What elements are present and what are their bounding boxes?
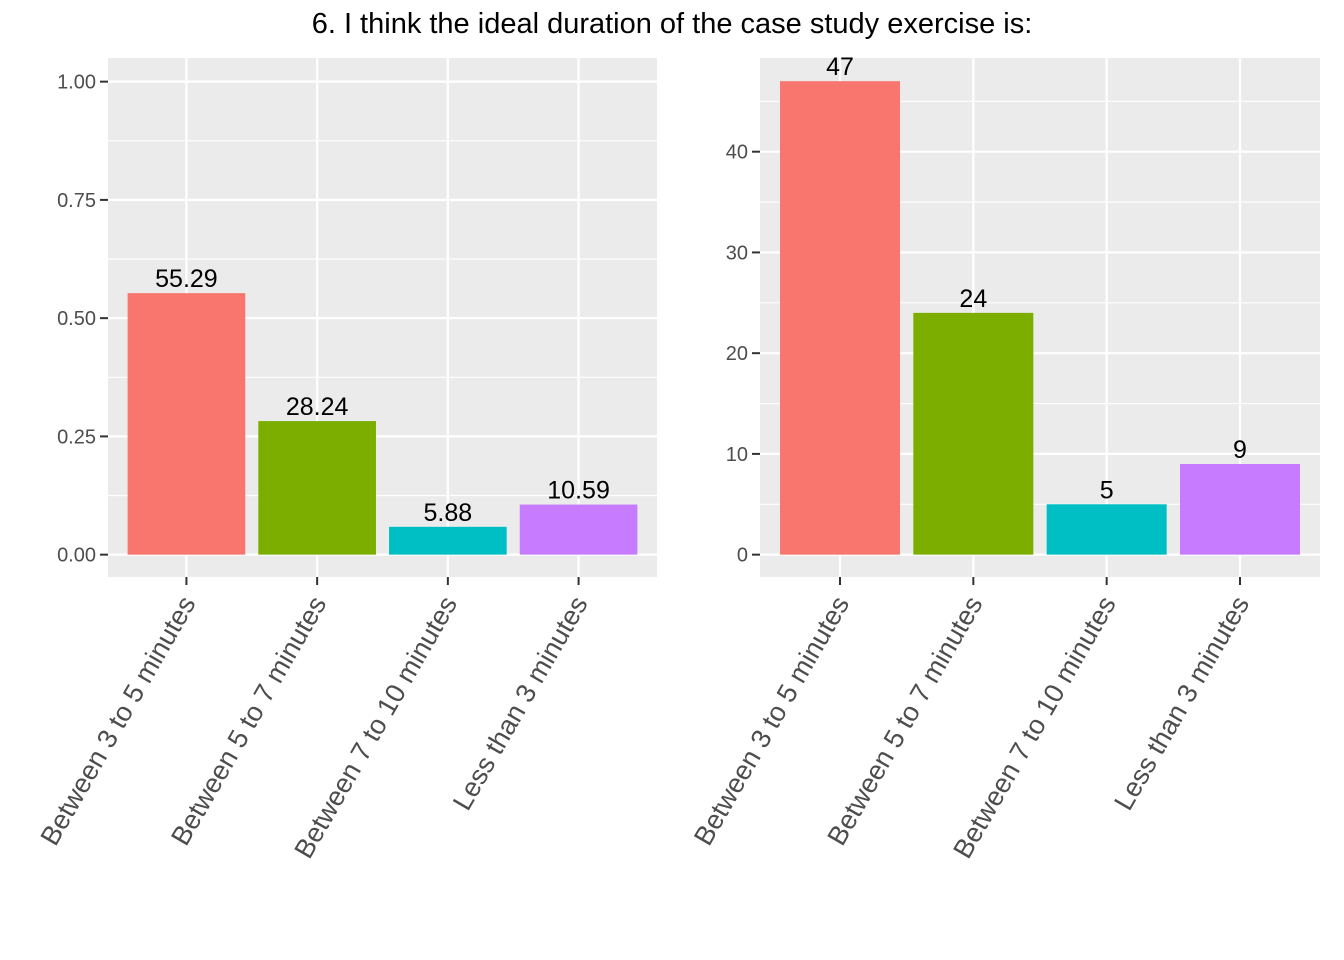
y-tick-label: 0.50	[57, 308, 96, 330]
bar-1	[780, 81, 900, 555]
bar-4	[1180, 463, 1300, 555]
data-label: 47	[826, 53, 854, 81]
y-tick-label: 20	[726, 343, 748, 365]
chart-title: 6. I think the ideal duration of the cas…	[311, 8, 1033, 40]
category-label: Less than 3 minutes	[1108, 591, 1255, 815]
y-tick-label: 1.00	[57, 72, 96, 94]
y-tick-label: 0	[737, 545, 748, 567]
data-label: 5	[1100, 476, 1114, 504]
panel-1: 0.00 0.25 0.50 0.75 1.00 55.29 28.24 5.88 10.59 B…	[35, 58, 657, 863]
category-label: Between 5 to 7 minutes	[165, 591, 332, 850]
y-tick-label: 0.25	[57, 426, 96, 448]
data-label: 24	[959, 285, 987, 313]
data-label: 9	[1233, 436, 1247, 464]
y-tick-label: 0.00	[57, 545, 96, 567]
bar-4	[519, 504, 638, 555]
category-label: Between 3 to 5 minutes	[688, 591, 855, 850]
panel-2: 0 10 20 30 40 47 24 5 9 Between 3 to 5 minutesBet…	[688, 53, 1320, 863]
category-label: Between 3 to 5 minutes	[35, 591, 202, 850]
y-tick-label: 40	[726, 142, 748, 164]
data-label: 5.88	[424, 499, 473, 527]
y-tick-label: 0.75	[57, 190, 96, 212]
y-tick-label: 10	[726, 444, 748, 466]
category-label: Between 5 to 7 minutes	[821, 591, 988, 850]
data-label: 28.24	[286, 393, 349, 421]
bar-3	[1046, 504, 1167, 555]
bar-3	[389, 526, 507, 555]
data-label: 55.29	[155, 265, 218, 293]
bar-2	[258, 421, 376, 555]
category-label: Less than 3 minutes	[447, 591, 594, 815]
bar-1	[127, 293, 246, 555]
y-tick-label: 30	[726, 242, 748, 264]
bar-2	[913, 312, 1034, 555]
data-label: 10.59	[547, 477, 610, 505]
